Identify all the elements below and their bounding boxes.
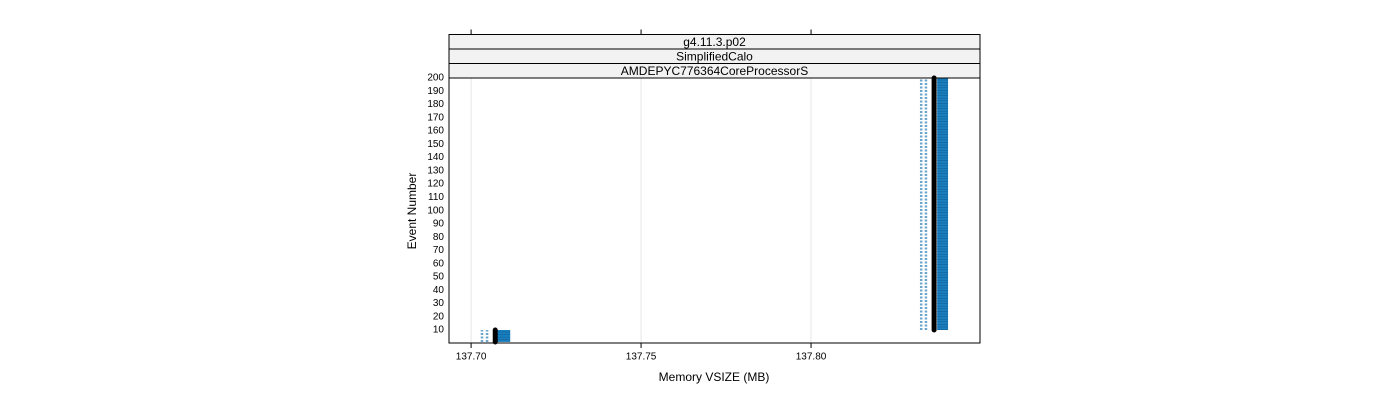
y-tick-label: 60 [433,258,445,269]
y-tick-label: 180 [427,99,444,110]
y-tick-label: 100 [427,205,444,216]
y-tick-label: 130 [427,165,444,176]
y-tick-label: 30 [433,298,445,309]
band [496,330,511,342]
strip-label: g4.11.3.p02 [683,35,746,49]
strip-label: AMDEPYC776364CoreProcessorS [621,64,808,78]
y-tick-label: 90 [433,219,445,230]
y-tick-label: 70 [433,245,445,256]
x-tick-label: 137.70 [456,352,487,363]
y-tick-label: 20 [433,311,445,322]
y-tick-label: 170 [427,112,444,123]
y-tick-label: 10 [433,325,445,336]
x-tick-label: 137.75 [626,352,657,363]
series-line [492,75,937,345]
panel-border [448,77,981,344]
y-tick-label: 190 [427,86,444,97]
x-tick-label: 137.80 [796,352,827,363]
y-tick-label: 110 [428,192,444,203]
y-tick-label: 140 [427,152,444,163]
y-tick-label: 40 [433,285,445,296]
y-tick-label: 50 [433,272,445,283]
series-line [480,78,923,342]
y-tick-label: 150 [427,139,444,150]
x-axis-title: Memory VSIZE (MB) [659,370,770,384]
y-tick-label: 80 [433,232,445,243]
y-tick-label: 120 [427,179,444,190]
y-tick-label: 200 [427,73,444,84]
y-axis-title: Event Number [405,173,419,250]
strip-label: SimplifiedCalo [676,49,753,63]
band [937,78,949,331]
series-line [485,78,928,342]
y-tick-label: 160 [427,126,444,137]
